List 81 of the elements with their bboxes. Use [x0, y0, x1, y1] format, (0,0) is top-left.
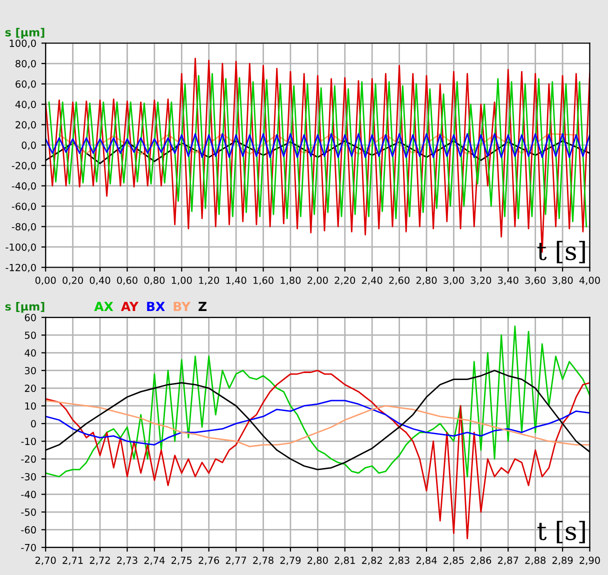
text: Z	[198, 302, 207, 311]
x-tick-label: 2,79	[280, 556, 301, 565]
y-tick-label: 40	[24, 349, 36, 357]
text: BX	[147, 302, 165, 311]
x-tick-label: 2,90	[580, 556, 600, 565]
x-tick-label: 0,60	[117, 276, 138, 285]
x-axis-title: t [s]	[537, 240, 585, 264]
y-tick-label: 50	[24, 332, 36, 339]
x-tick-label: 2,87	[498, 556, 518, 565]
y-tick-label: 0,0	[22, 142, 36, 150]
x-tick-label: 2,74	[144, 556, 165, 565]
text: AX	[94, 302, 114, 311]
y-tick-label: 0	[31, 420, 36, 428]
x-axis-title: t [s]	[537, 520, 585, 544]
line-series	[58, 133, 577, 155]
x-tick-label: 2,20	[334, 276, 356, 285]
y-tick-label: -50	[21, 508, 36, 516]
x-tick-label: 2,83	[389, 556, 410, 565]
y-tick-label: -80,0	[12, 223, 36, 232]
y-tick-label: 80,0	[16, 60, 36, 68]
y-tick-label: -10	[21, 438, 36, 446]
x-tick-label: 2,75	[172, 556, 192, 565]
x-tick-label: 2,80	[416, 276, 437, 285]
line-series	[46, 326, 590, 478]
y-tick-label: -120,0	[6, 264, 36, 272]
y-tick-label: -20,0	[12, 162, 36, 170]
x-tick-label: 0,80	[144, 276, 165, 285]
x-tick-label: 1,80	[280, 276, 301, 285]
y-tick-label: 10	[25, 402, 36, 410]
x-tick-label: 2,72	[90, 556, 110, 565]
x-tick-label: 2,89	[552, 556, 573, 565]
x-tick-label: 2,84	[416, 556, 437, 565]
y-tick-label: -30	[21, 473, 36, 480]
x-tick-label: 2,71	[62, 556, 83, 565]
x-tick-label: 3,80	[552, 276, 573, 285]
x-tick-label: 2,76	[198, 556, 220, 565]
y-tick-label: -70	[21, 544, 36, 552]
x-tick-label: 2,82	[362, 556, 382, 565]
x-tick-label: 2,88	[525, 556, 546, 565]
x-tick-label: 0,40	[90, 276, 110, 285]
x-tick-label: 2,00	[308, 276, 328, 285]
y-tick-label: -100,0	[6, 243, 36, 252]
x-tick-label: 2,85	[444, 556, 464, 565]
y-axis-title: s [µm]	[5, 302, 44, 313]
x-tick-label: 1,40	[226, 276, 246, 285]
line-series	[46, 133, 590, 158]
x-tick-label: 2,40	[362, 276, 382, 285]
y-axis-title: s [µm]	[5, 28, 44, 39]
x-tick-label: 1,00	[172, 276, 192, 285]
x-tick-label: 3,20	[470, 276, 492, 285]
x-tick-label: 3,60	[525, 276, 546, 285]
y-tick-label: 100,0	[10, 40, 36, 48]
x-tick-label: 2,86	[470, 556, 492, 565]
x-tick-label: 2,78	[253, 556, 274, 565]
x-tick-label: 2,81	[334, 556, 355, 565]
text: BY	[174, 302, 191, 311]
x-tick-label: 2,77	[226, 556, 246, 565]
y-tick-label: 20	[24, 384, 36, 392]
y-tick-label: -40,0	[12, 182, 36, 191]
x-tick-label: 1,20	[199, 276, 220, 285]
y-tick-label: -20	[21, 455, 36, 463]
x-tick-label: 1,60	[254, 276, 274, 285]
x-tick-label: 0,00	[35, 276, 56, 285]
y-tick-label: 60	[24, 314, 36, 322]
x-tick-label: 0,20	[62, 276, 83, 285]
x-tick-label: 3,00	[444, 276, 464, 285]
y-tick-label: 60,0	[16, 80, 36, 89]
y-tick-label: -60,0	[12, 202, 36, 212]
line-series	[48, 73, 588, 228]
y-tick-label: 30	[24, 366, 36, 374]
x-tick-label: 2,73	[117, 556, 138, 565]
x-tick-label: 4,00	[579, 276, 600, 285]
text: AY	[121, 302, 139, 311]
y-tick-label: 40,0	[15, 100, 36, 110]
y-tick-label: -40	[21, 490, 36, 498]
x-tick-label: 3,40	[498, 276, 518, 285]
y-tick-label: -60	[21, 526, 36, 534]
y-tick-label: 20,0	[16, 121, 36, 130]
x-tick-label: 2,60	[389, 276, 410, 285]
x-tick-label: 2,80	[308, 556, 328, 565]
x-tick-label: 2,70	[35, 556, 56, 565]
